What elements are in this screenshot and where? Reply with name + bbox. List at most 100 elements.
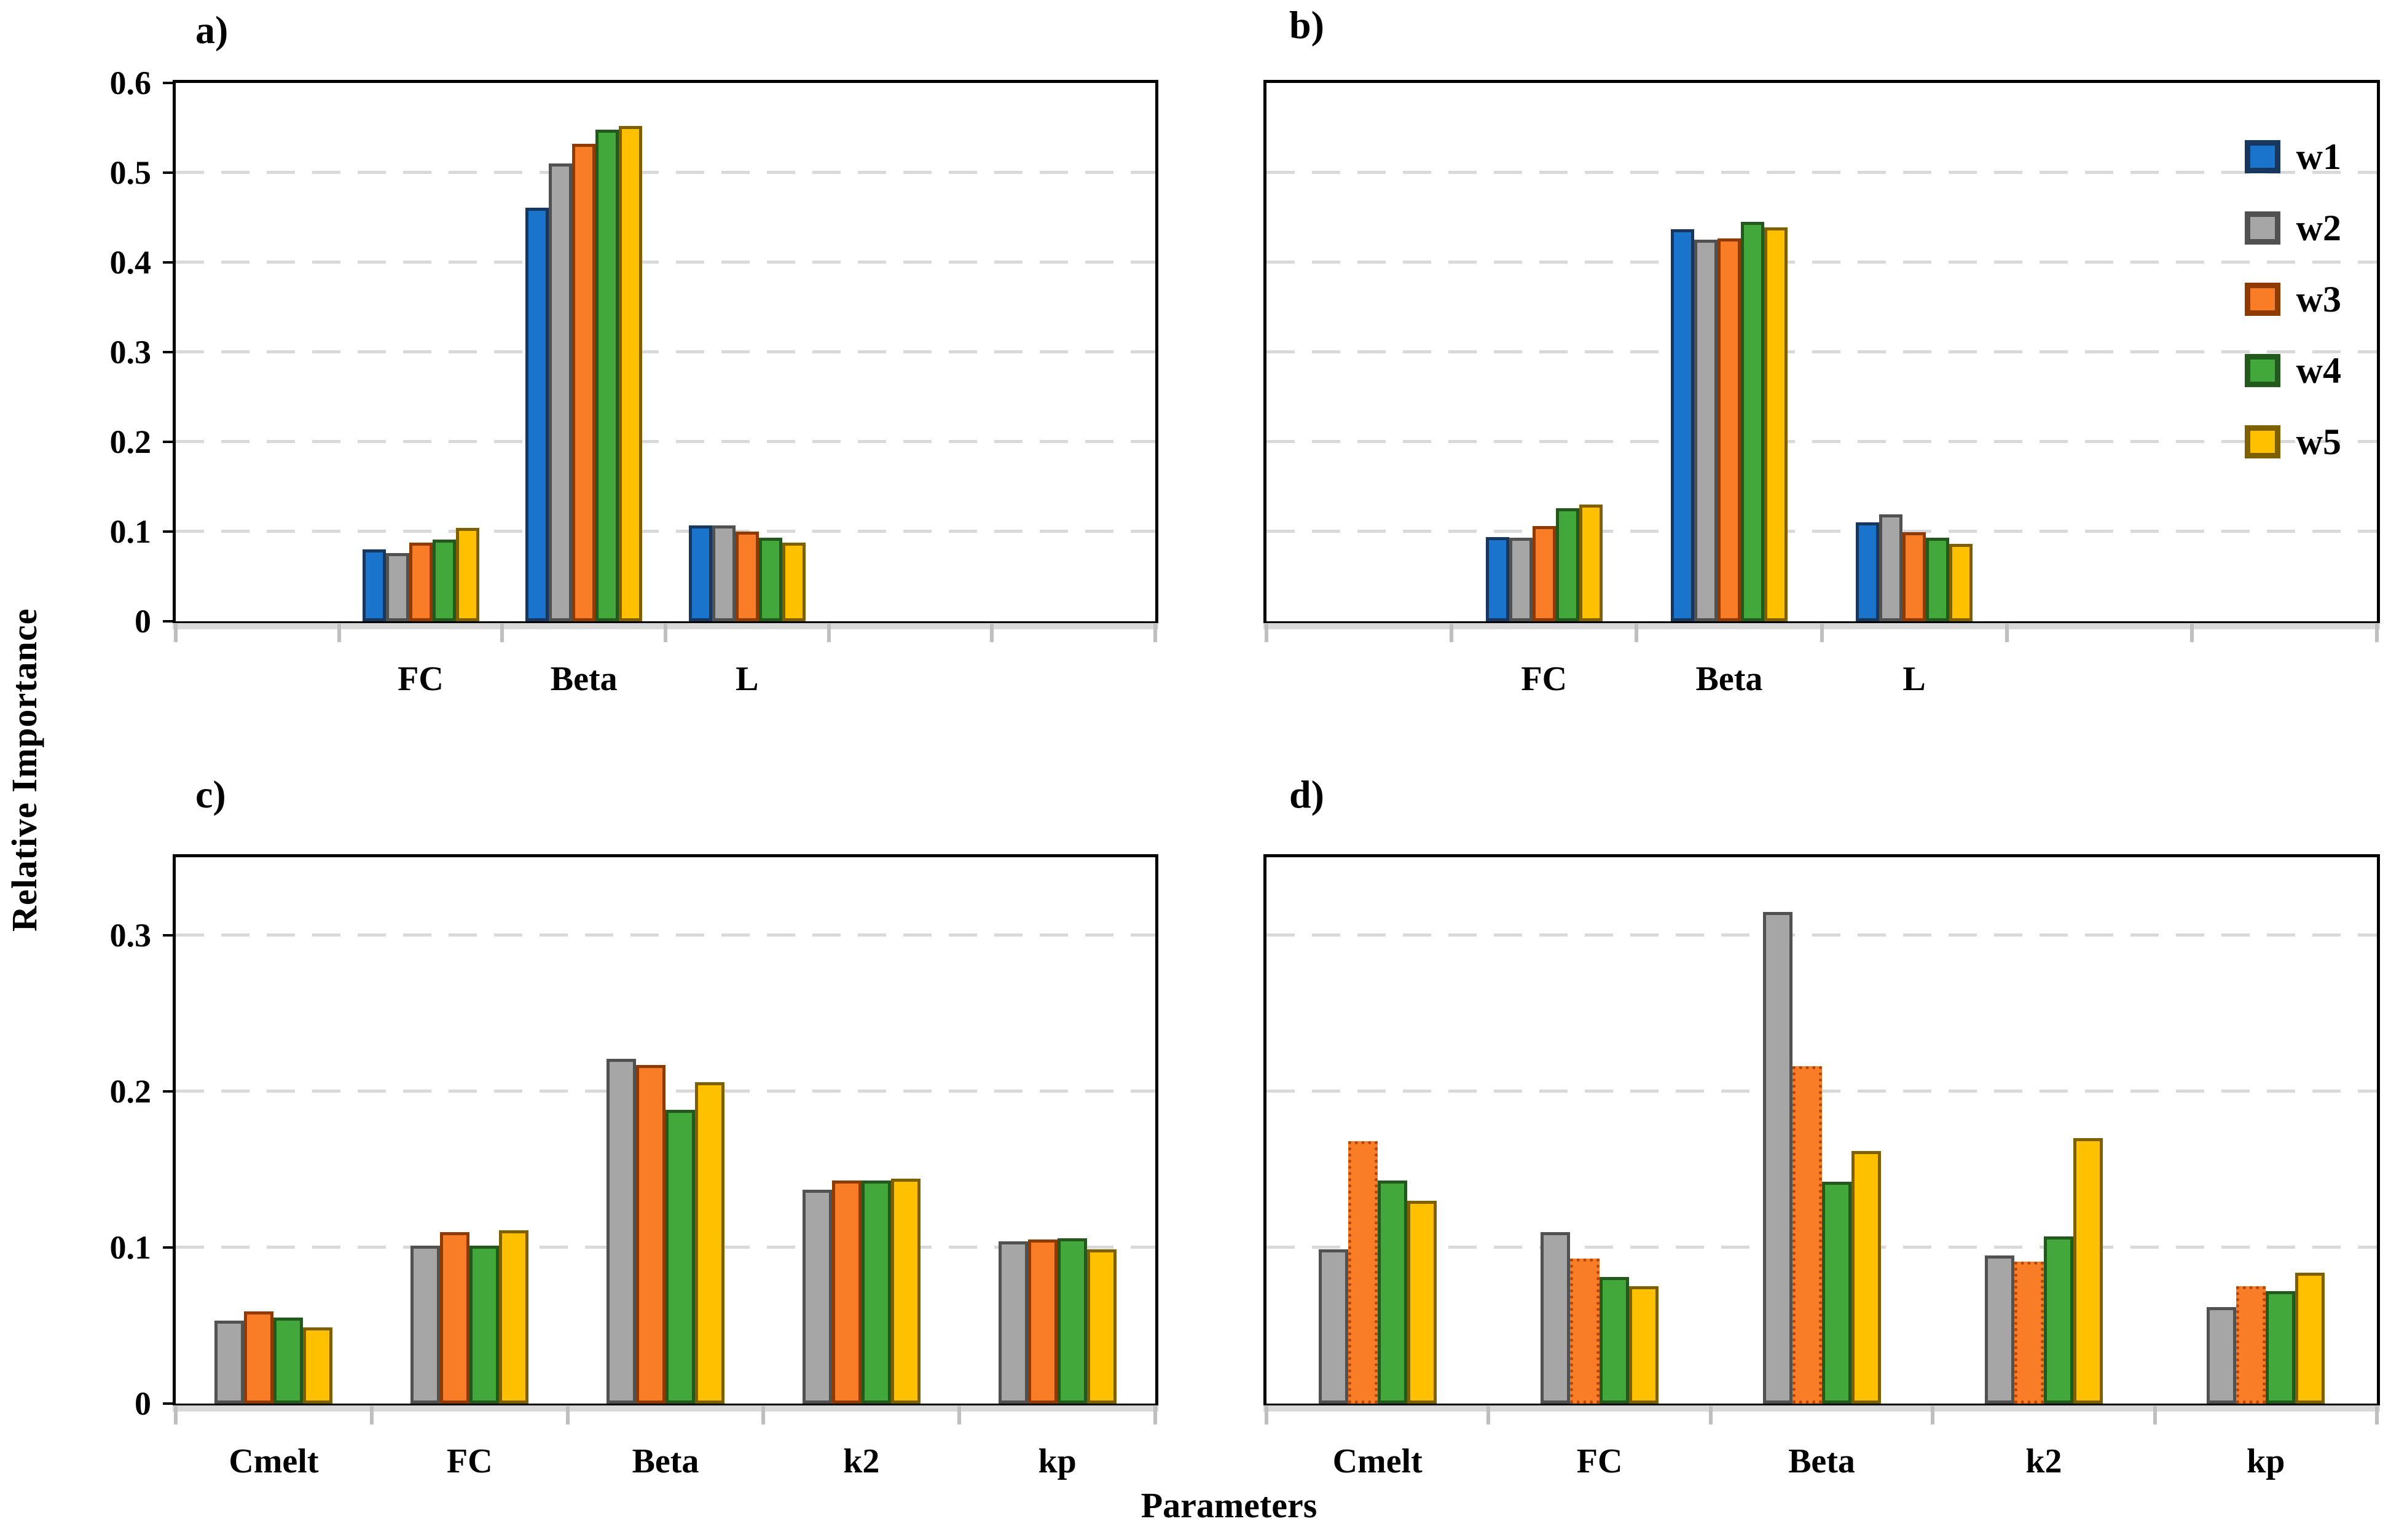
bar-w3-L: [735, 532, 759, 621]
bar-w4-Beta: [595, 130, 619, 621]
y-axis-tick: [163, 82, 173, 84]
gridline: [176, 1090, 1155, 1093]
bar-w1-Beta: [1670, 229, 1694, 621]
x-axis-tick: [1153, 1406, 1157, 1424]
bar-w5-Beta: [619, 126, 643, 621]
bar-w4-Beta: [1821, 1182, 1851, 1404]
legend-swatch-w5: [2244, 425, 2280, 458]
y-tick-label: 0.1: [109, 1229, 152, 1266]
legend-label-w4: w4: [2296, 350, 2341, 391]
y-axis-tick: [163, 1246, 173, 1249]
bar-w3-k2: [2014, 1262, 2044, 1404]
bar-w2-FC: [385, 553, 409, 621]
x-axis-tick: [1708, 1406, 1713, 1424]
category-label-l: L: [736, 660, 759, 698]
y-axis-tick: [163, 1402, 173, 1405]
bar-w5-FC: [1579, 505, 1603, 621]
gridline: [176, 261, 1155, 264]
bar-w3-FC: [1532, 526, 1556, 621]
bar-w5-Cmelt: [1407, 1201, 1437, 1404]
category-label-kp: kp: [1038, 1442, 1077, 1480]
bar-w2-k2: [802, 1190, 832, 1404]
x-axis-tick: [1450, 624, 1454, 642]
bar-w5-L: [1949, 544, 1973, 621]
bar-w1-L: [688, 525, 712, 621]
x-axis-title: Parameters: [1141, 1485, 1317, 1525]
plot-area-d: [1263, 854, 2380, 1406]
x-axis-tick: [1265, 1406, 1268, 1424]
category-label-k2: k2: [843, 1442, 880, 1480]
category-label-beta: Beta: [1695, 660, 1763, 698]
bar-w3-Cmelt: [244, 1311, 274, 1404]
y-tick-label: 0.4: [109, 244, 152, 281]
x-axis-tick: [990, 624, 994, 642]
panel-label-b: b): [1289, 3, 1324, 47]
bar-w5-Cmelt: [303, 1327, 333, 1404]
x-axis-tick: [174, 624, 178, 642]
legend-item-w3: w3: [2244, 264, 2341, 335]
bar-w2-k2: [1984, 1255, 2014, 1404]
bar-w5-k2: [2073, 1138, 2103, 1404]
x-axis-tick: [761, 1406, 766, 1424]
bar-w3-Beta: [572, 144, 596, 621]
bar-w3-Cmelt: [1348, 1141, 1378, 1404]
legend-item-w4: w4: [2244, 335, 2341, 406]
panel-label-d: d): [1289, 772, 1324, 816]
bar-w1-L: [1856, 522, 1880, 621]
bar-w3-Beta: [1792, 1066, 1822, 1404]
x-axis-tick: [500, 624, 505, 642]
bar-w4-Cmelt: [1377, 1181, 1407, 1404]
legend-item-w1: w1: [2244, 121, 2341, 192]
y-tick-label: 0.1: [109, 513, 152, 550]
legend-item-w2: w2: [2244, 192, 2341, 264]
gridline: [176, 440, 1155, 443]
bar-w2-FC: [1509, 538, 1533, 621]
gridline: [176, 530, 1155, 533]
bar-w4-FC: [1555, 508, 1579, 621]
y-axis-tick: [163, 351, 173, 353]
bar-w5-FC: [1629, 1286, 1659, 1404]
bar-w3-kp: [1027, 1239, 1058, 1404]
bar-w4-Beta: [1740, 222, 1764, 621]
bar-w2-kp: [2207, 1307, 2237, 1404]
x-axis-tick: [337, 624, 341, 642]
gridline: [176, 171, 1155, 174]
legend-swatch-w1: [2244, 140, 2280, 173]
category-label-beta: Beta: [550, 660, 618, 698]
legend-swatch-w4: [2244, 354, 2280, 387]
bar-w4-kp: [2266, 1291, 2296, 1404]
bar-w4-FC: [1600, 1277, 1630, 1404]
bar-w5-Beta: [1764, 227, 1788, 621]
bar-w4-L: [758, 538, 782, 621]
bar-w2-L: [1879, 514, 1903, 621]
bar-w5-FC: [455, 528, 479, 621]
bar-w1-Beta: [525, 208, 549, 621]
bar-w3-Beta: [1717, 238, 1741, 621]
x-axis-tick: [957, 1406, 962, 1424]
x-axis-tick: [565, 1406, 570, 1424]
category-label-cmelt: Cmelt: [229, 1442, 319, 1480]
y-tick-label: 0.6: [109, 65, 152, 101]
bar-w3-FC: [1570, 1259, 1600, 1404]
legend-label-w2: w2: [2296, 207, 2341, 248]
x-axis-tick: [1486, 1406, 1491, 1424]
x-axis-band: [173, 1405, 1158, 1412]
bar-w2-Beta: [549, 163, 573, 621]
gridline: [176, 350, 1155, 353]
gridline: [1266, 1090, 2377, 1093]
bar-w4-kp: [1057, 1238, 1087, 1404]
y-tick-label: 0.2: [109, 423, 152, 460]
bar-w2-FC: [410, 1246, 441, 1404]
panel-label-a: a): [195, 8, 229, 52]
x-axis-tick: [2153, 1406, 2157, 1424]
x-axis-tick: [1820, 624, 1824, 642]
y-axis-tick: [163, 261, 173, 264]
x-axis-tick: [2004, 624, 2009, 642]
x-axis-tick: [1265, 624, 1268, 642]
bar-w2-Cmelt: [214, 1321, 245, 1404]
bar-w5-FC: [499, 1230, 529, 1404]
y-axis-title: Relative Importance: [4, 608, 44, 932]
y-tick-label: 0: [135, 1385, 151, 1422]
bar-w5-L: [782, 543, 806, 621]
